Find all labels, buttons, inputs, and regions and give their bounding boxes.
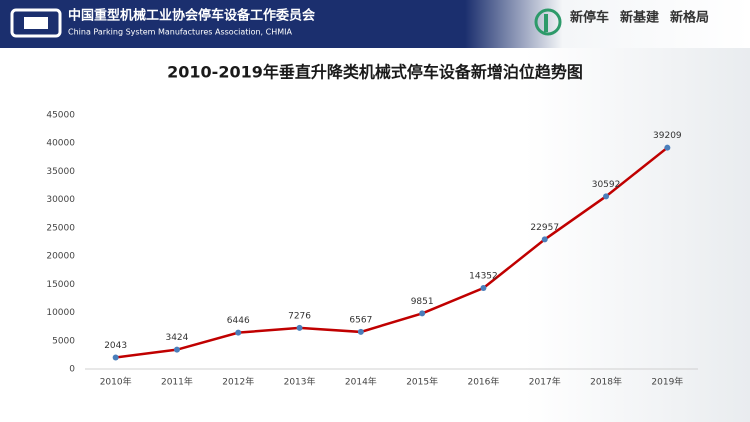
slogan: 新格局 <box>670 10 709 26</box>
y-tick-label: 45000 <box>46 111 75 121</box>
data-label: 9851 <box>411 297 434 307</box>
y-tick-label: 25000 <box>46 223 75 233</box>
marker <box>480 284 487 291</box>
y-tick-label: 30000 <box>46 195 75 205</box>
data-label: 14352 <box>469 271 498 281</box>
marker <box>419 310 426 317</box>
marker <box>664 144 671 151</box>
data-label: 7276 <box>288 311 311 321</box>
chart-title: 2010-2019年垂直升降类机械式停车设备新增泊位趋势图 <box>167 63 583 82</box>
x-tick-label: 2015年 <box>406 376 438 388</box>
marker <box>357 328 364 335</box>
data-label: 30592 <box>592 180 621 190</box>
logo <box>10 8 62 38</box>
x-tick-label: 2014年 <box>345 376 377 388</box>
x-tick-label: 2010年 <box>100 376 132 388</box>
data-label: 3424 <box>165 333 188 343</box>
line <box>115 146 669 359</box>
x-tick-label: 2016年 <box>467 376 499 388</box>
y-tick-label: 35000 <box>46 167 75 177</box>
x-tick-label: 2018年 <box>590 376 622 388</box>
y-tick-label: 20000 <box>46 252 75 262</box>
slogan: 新基建 <box>620 10 659 26</box>
marker <box>296 324 303 331</box>
org-name-en: China Parking System Manufactures Associ… <box>68 28 292 37</box>
org-name-cn: 中国重型机械工业协会停车设备工作委员会 <box>68 8 316 24</box>
header-band <box>0 0 750 48</box>
y-tick-label: 0 <box>69 365 75 375</box>
right-logo <box>534 8 562 36</box>
y-tick-label: 5000 <box>52 336 75 346</box>
data-label: 6446 <box>227 316 250 326</box>
y-tick-label: 40000 <box>46 139 75 149</box>
slogan: 新停车 <box>570 10 609 26</box>
data-label: 39209 <box>653 131 682 141</box>
data-label: 2043 <box>104 341 127 351</box>
data-label: 22957 <box>530 223 559 233</box>
marker <box>541 236 548 243</box>
x-tick-label: 2011年 <box>161 376 193 388</box>
x-tick-label: 2012年 <box>222 376 254 388</box>
marker <box>173 346 180 353</box>
y-tick-label: 15000 <box>46 280 75 290</box>
x-tick-label: 2017年 <box>529 376 561 388</box>
marker <box>112 354 119 361</box>
marker <box>235 329 242 336</box>
x-tick-label: 2013年 <box>284 376 316 388</box>
data-label: 6567 <box>349 315 372 325</box>
marker <box>603 193 610 200</box>
y-tick-label: 10000 <box>46 308 75 318</box>
x-tick-label: 2019年 <box>651 376 683 388</box>
background <box>0 48 750 422</box>
